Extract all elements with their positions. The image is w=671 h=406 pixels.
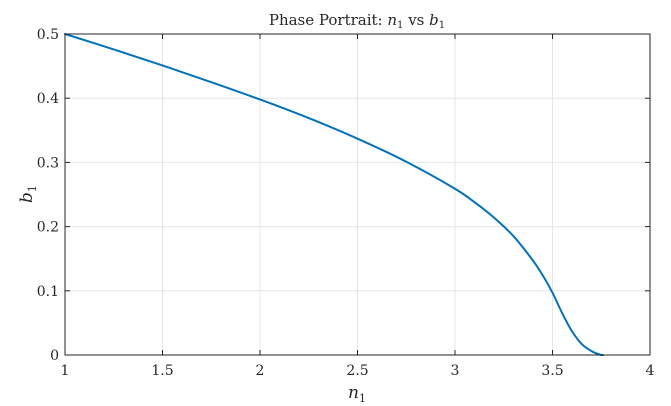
series-line — [64, 33, 605, 357]
x-axis-title-sub: 1 — [359, 392, 366, 405]
y-axis-title-sub: 1 — [26, 185, 39, 192]
x-axis-title: n1 — [348, 383, 366, 405]
chart-title-sub1: 1 — [397, 20, 403, 31]
y-tick-label: 0.1 — [37, 284, 59, 300]
y-axis-title-var: b — [17, 192, 37, 203]
y-tick-label: 0.2 — [37, 220, 59, 236]
chart-title-var1: n — [387, 11, 397, 29]
x-tick-label: 2 — [256, 363, 265, 379]
x-tick-label: 4 — [646, 363, 655, 379]
x-tick-label: 3 — [451, 363, 460, 379]
chart-title: Phase Portrait: n1 vs b1 — [269, 11, 445, 31]
chart-title-var2: b — [429, 11, 439, 29]
tick-labels: 1 1.5 2 2.5 3 3.5 4 0 0.1 0.2 0.3 0.4 0.5 — [37, 27, 655, 379]
y-tick-label: 0 — [50, 348, 59, 364]
x-axis-title-var: n — [348, 383, 359, 403]
y-tick-label: 0.4 — [37, 91, 59, 107]
x-tick-label: 2.5 — [346, 363, 368, 379]
chart-title-prefix: Phase Portrait: — [269, 11, 388, 29]
y-tick-label: 0.3 — [37, 155, 59, 171]
chart-title-sub2: 1 — [439, 20, 445, 31]
series-layer — [64, 33, 605, 357]
ticks — [64, 33, 651, 356]
y-tick-label: 0.5 — [37, 27, 59, 43]
x-tick-label: 1.5 — [151, 363, 173, 379]
x-tick-label: 1 — [61, 363, 70, 379]
x-tick-label: 3.5 — [541, 363, 563, 379]
chart-title-mid: vs — [403, 11, 429, 29]
y-axis-title: b1 — [17, 185, 39, 203]
